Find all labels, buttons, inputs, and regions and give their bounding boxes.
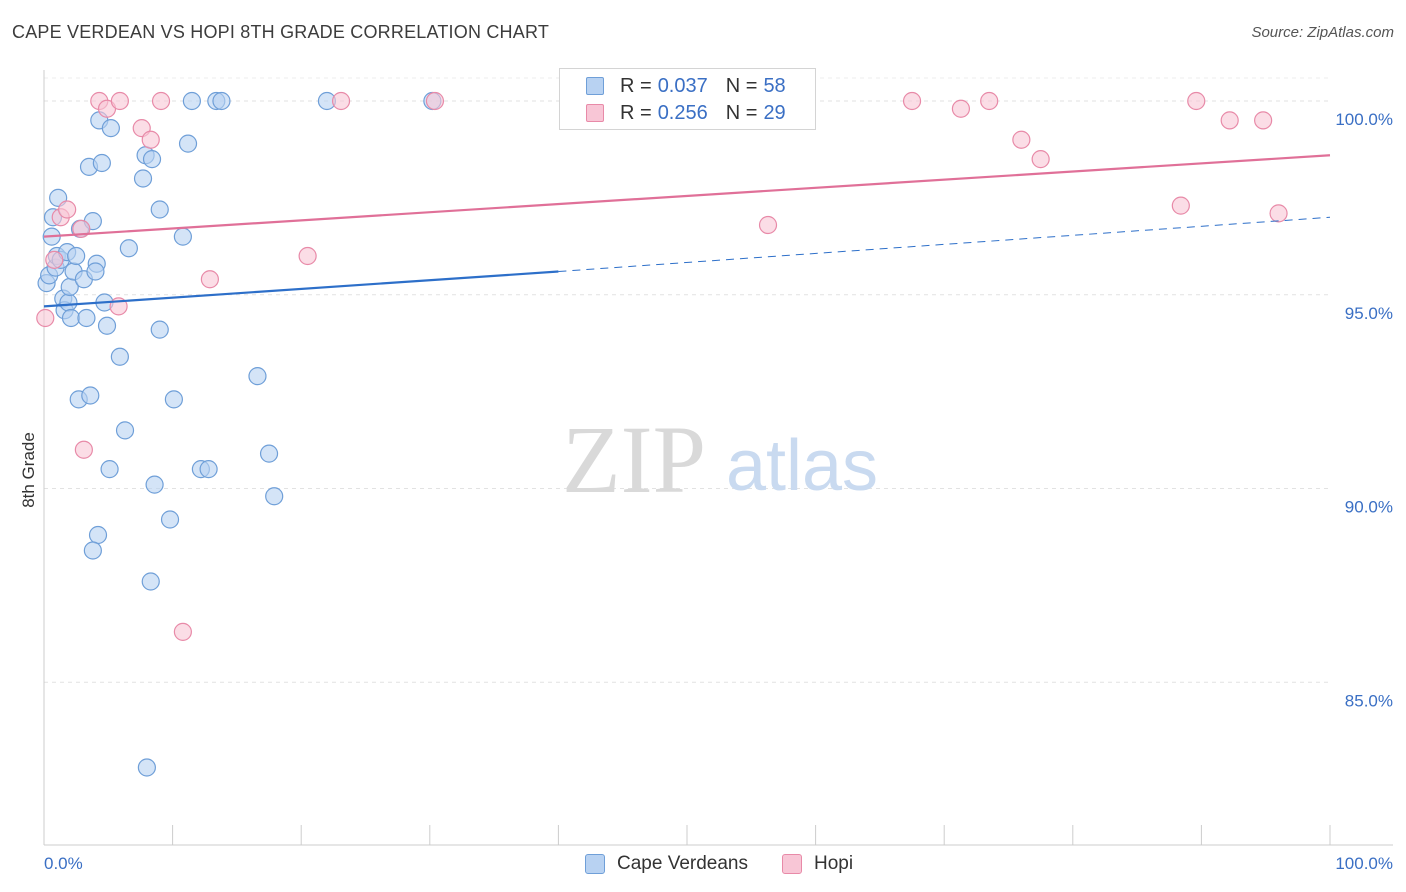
cape-verdean-point: [88, 525, 108, 545]
cape-verdean-point: [119, 239, 138, 258]
cape-verdean-point: [100, 460, 119, 479]
cape-verdean-point: [133, 169, 153, 188]
y-tick-label: 85.0%: [1345, 691, 1393, 710]
hopi-point: [1220, 111, 1239, 130]
hopi-point: [298, 246, 317, 266]
y-tick-label: 90.0%: [1345, 498, 1393, 517]
stats-legend: R = 0.037 N = 58 R = 0.256 N = 29: [559, 68, 816, 130]
source-label: Source: ZipAtlas.com: [1251, 24, 1394, 41]
hopi-point: [200, 270, 219, 289]
hopi-point: [425, 91, 445, 111]
watermark-zip: ZIP: [562, 406, 706, 513]
bottom-legend-label: Hopi: [814, 853, 854, 874]
y-tick-label: 100.0%: [1335, 110, 1393, 129]
cape-verdean-point: [86, 262, 105, 281]
hopi-point: [36, 308, 55, 328]
cape-verdean-point: [115, 421, 135, 440]
hopi-point: [74, 440, 93, 459]
hopi-point: [951, 99, 971, 118]
legend-row-hopi: R = 0.256 N = 29: [586, 101, 786, 125]
cape-verdean-point: [182, 91, 201, 111]
data-points: [36, 91, 1288, 777]
legend-swatch-blue: [586, 77, 604, 95]
cape-verdean-point: [97, 316, 117, 335]
cape-verdean-point: [173, 227, 192, 246]
cape-verdean-point: [61, 308, 81, 328]
x-tick-label-100: 100.0%: [1335, 854, 1393, 873]
legend-r-value: 0.037: [657, 74, 708, 97]
cape-verdean-point: [145, 475, 164, 494]
cape-verdean-point: [83, 541, 102, 560]
cape-verdean-trend-line: [43, 270, 559, 308]
bottom-legend-hopi[interactable]: Hopi: [782, 852, 853, 876]
hopi-point: [1254, 111, 1273, 130]
legend-swatch-blue: [585, 854, 605, 874]
axes: [43, 70, 1393, 846]
cape-verdean-point: [137, 758, 156, 777]
legend-r-label: R =: [620, 101, 652, 124]
legend-r-label: R =: [620, 74, 652, 97]
grid-lines: [44, 77, 1330, 683]
hopi-point: [151, 91, 171, 111]
cape-verdean-point: [248, 367, 267, 386]
hopi-point: [902, 91, 922, 111]
cape-verdean-point: [142, 150, 162, 169]
hopi-point: [1031, 150, 1050, 169]
hopi-point: [45, 250, 64, 269]
watermark: ZIP atlas: [562, 406, 878, 513]
cape-verdean-point: [141, 572, 160, 591]
hopi-trend-line: [43, 154, 1331, 238]
hopi-point: [1187, 91, 1206, 111]
cape-verdean-point: [92, 153, 111, 173]
y-tick-label: 95.0%: [1345, 304, 1393, 323]
hopi-point: [173, 622, 192, 641]
legend-n-value: 29: [763, 101, 786, 124]
legend-n-label: N =: [725, 101, 758, 124]
cape-verdean-point: [110, 347, 129, 366]
cape-verdean-point: [212, 91, 231, 111]
hopi-point: [1269, 204, 1288, 223]
cape-verdean-point: [81, 386, 100, 405]
cape-verdean-point: [164, 390, 183, 409]
hopi-point: [1171, 196, 1190, 215]
cape-verdean-point: [178, 134, 198, 153]
hopi-point: [141, 130, 160, 149]
chart-title: CAPE VERDEAN VS HOPI 8TH GRADE CORRELATI…: [12, 22, 550, 42]
cape-verdean-point: [265, 487, 284, 506]
legend-row-cape-verdeans: R = 0.037 N = 58: [586, 74, 786, 98]
axis-labels: 8th Grade 0.0% 100.0% 100.0% 95.0% 90.0% 85…: [19, 110, 1393, 873]
cape-verdean-point: [67, 246, 86, 266]
hopi-point: [758, 215, 778, 235]
watermark-atlas: atlas: [726, 426, 878, 506]
hopi-point: [110, 91, 129, 111]
cape-verdean-point: [160, 510, 180, 529]
cape-verdean-point: [199, 460, 218, 479]
legend-swatch-pink: [586, 104, 604, 122]
cape-verdean-point: [150, 320, 169, 339]
legend-n-value: 58: [763, 74, 786, 97]
cape-verdean-point: [59, 293, 78, 312]
hopi-point: [980, 91, 999, 111]
cape-verdean-point: [259, 444, 279, 463]
legend-swatch-pink: [782, 854, 802, 874]
cape-verdean-trend-extension: [558, 216, 1331, 272]
cape-verdean-point: [150, 200, 169, 219]
y-axis-title: 8th Grade: [19, 432, 38, 508]
bottom-legend-label: Cape Verdeans: [617, 853, 748, 874]
trend-lines: [43, 154, 1331, 308]
legend-r-value: 0.256: [657, 101, 708, 124]
hopi-point: [331, 91, 351, 111]
hopi-point: [58, 200, 77, 219]
x-tick-label-0: 0.0%: [44, 854, 83, 873]
cape-verdean-point: [101, 119, 120, 138]
bottom-legend-cape-verdeans[interactable]: Cape Verdeans: [585, 852, 748, 876]
cape-verdean-point: [77, 308, 96, 328]
hopi-point: [1012, 130, 1031, 149]
legend-n-label: N =: [725, 74, 758, 97]
